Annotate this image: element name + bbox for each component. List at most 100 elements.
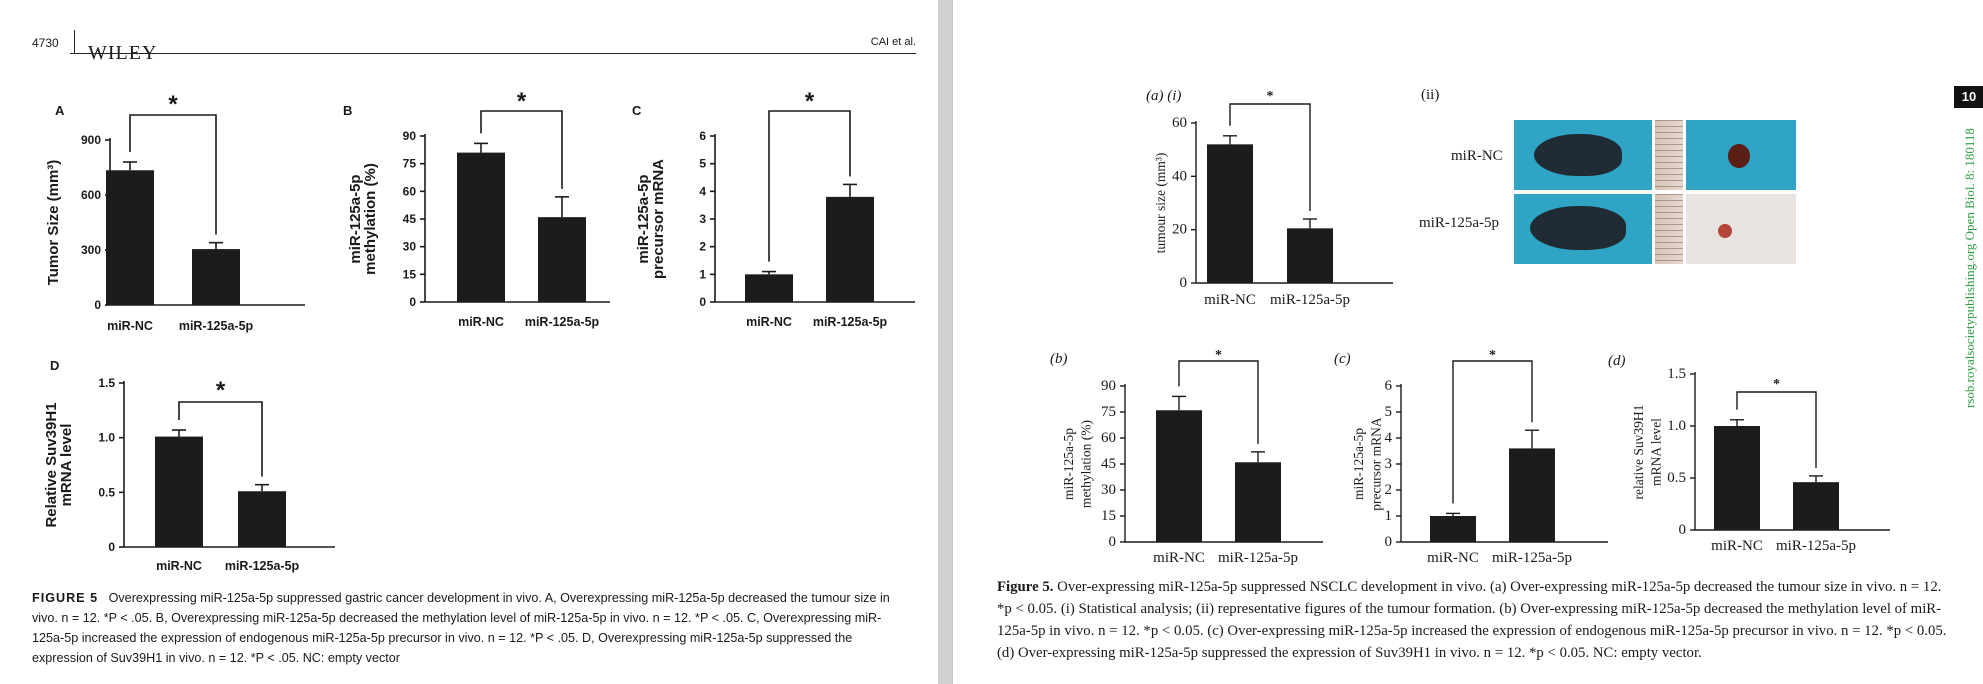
bar — [192, 249, 240, 305]
y-axis-label: tumour size (mm³) — [1153, 153, 1168, 254]
y-tick-label: 75 — [403, 157, 417, 171]
y-tick-label: 0.5 — [98, 485, 115, 499]
significance-bracket — [178, 401, 263, 477]
y-tick-label: 1.0 — [1667, 418, 1686, 434]
y-tick-label: 0.5 — [1667, 470, 1686, 486]
tumour-125a — [1718, 224, 1732, 238]
y-tick-label: 15 — [403, 267, 417, 281]
category-label: miR-125a-5p — [1218, 550, 1298, 566]
y-tick-label: 60 — [1172, 115, 1187, 131]
panel-label: (a) (i) — [1146, 88, 1181, 104]
left-caption-text: Overexpressing miR-125a-5p suppressed ga… — [32, 591, 890, 665]
left-figure-label: FIGURE 5 — [32, 591, 99, 605]
y-tick-label: 0 — [699, 295, 706, 309]
panel-label: D — [50, 358, 59, 373]
category-label: miR-125a-5p — [225, 559, 300, 573]
y-tick-label: 600 — [81, 188, 101, 202]
significance-star: * — [517, 88, 527, 115]
y-tick-label: 1 — [699, 267, 706, 281]
y-tick-label: 5 — [699, 157, 706, 171]
page-gutter — [938, 0, 952, 684]
y-tick-label: 5 — [1385, 404, 1393, 420]
y-tick-label: 90 — [403, 129, 417, 143]
y-axis-label: miR-125a-5p — [347, 174, 364, 263]
page-number: 4730 — [32, 36, 59, 50]
y-tick-label: 20 — [1172, 222, 1187, 238]
y-tick-label: 6 — [1385, 378, 1393, 394]
y-tick-label: 0 — [1679, 522, 1687, 538]
y-tick-label: 1 — [1385, 508, 1393, 524]
significance-star: * — [1489, 348, 1496, 363]
bar — [1430, 516, 1476, 542]
significance-bracket — [1178, 360, 1259, 444]
category-label: miR-125a-5p — [1270, 292, 1350, 308]
significance-star: * — [1215, 348, 1222, 363]
category-label: miR-NC — [1153, 550, 1205, 566]
y-tick-label: 1.5 — [98, 376, 115, 390]
y-tick-label: 0 — [409, 295, 416, 309]
photo-row-label-125a: miR-125a-5p — [1419, 215, 1499, 231]
left-page: 4730 WILEY CAI et al. A 0 300 600 900 Tumor S… — [0, 0, 938, 684]
significance-bracket — [1736, 391, 1817, 468]
header-rule-vertical — [74, 30, 75, 54]
y-tick-label: 1.0 — [98, 431, 115, 445]
ruler-photo-125a — [1655, 194, 1683, 264]
y-tick-label: 60 — [403, 184, 417, 198]
y-axis-label: methylation (%) — [1079, 420, 1094, 508]
right-caption-text: Over-expressing miR-125a-5p suppressed N… — [997, 579, 1947, 661]
y-tick-label: 3 — [699, 212, 706, 226]
bar — [826, 196, 874, 302]
y-tick-label: 1.5 — [1667, 366, 1686, 382]
significance-star: * — [168, 91, 178, 118]
y-tick-label: 15 — [1101, 508, 1116, 524]
significance-bracket — [1452, 360, 1533, 504]
panel-label: B — [343, 103, 352, 118]
y-axis-label: mRNA level — [1649, 418, 1664, 486]
bar — [1509, 448, 1555, 542]
right-page: (a) (i) 0 20 40 60 tumour size (mm³) miR-NC miR… — [952, 0, 1983, 684]
y-tick-label: 2 — [1385, 482, 1393, 498]
y-tick-label: 0 — [1180, 275, 1188, 291]
panel-label: C — [632, 103, 642, 118]
category-label: miR-NC — [156, 559, 202, 573]
panel-label: (d) — [1608, 353, 1626, 369]
right-figure-label: Figure 5. — [997, 579, 1054, 595]
category-label: miR-NC — [1204, 292, 1256, 308]
y-axis-label: relative Suv39H1 — [1631, 405, 1646, 500]
bar — [538, 217, 586, 302]
significance-bracket — [480, 110, 563, 189]
category-label: miR-125a-5p — [525, 315, 600, 329]
bar — [1287, 228, 1333, 283]
y-tick-label: 90 — [1101, 378, 1116, 394]
y-tick-label: 0 — [1385, 534, 1393, 550]
y-tick-label: 900 — [81, 133, 101, 147]
tumour-photo-grid — [1514, 120, 1796, 264]
bar — [1207, 144, 1253, 283]
category-label: miR-NC — [107, 319, 153, 333]
bar — [1156, 410, 1202, 542]
ruler-125a — [1655, 194, 1683, 264]
mouse-body-nc — [1534, 134, 1622, 176]
y-tick-label: 0 — [94, 298, 101, 312]
category-label: miR-NC — [1711, 538, 1763, 554]
mouse-body-125a — [1530, 206, 1626, 250]
photo-panel-label: (ii) — [1421, 87, 1440, 103]
panel-label: (b) — [1050, 351, 1068, 367]
tumour-nc — [1728, 144, 1750, 168]
category-label: miR-NC — [746, 315, 792, 329]
left-figure-caption: FIGURE 5 Overexpressing miR-125a-5p supp… — [32, 588, 912, 668]
category-label: miR-125a-5p — [813, 315, 888, 329]
y-tick-label: 30 — [1101, 482, 1116, 498]
y-tick-label: 40 — [1172, 168, 1187, 184]
y-axis-label: mRNA level — [58, 424, 75, 507]
panel-label: A — [55, 103, 65, 118]
significance-bracket — [768, 110, 851, 262]
bar — [745, 274, 793, 302]
y-tick-label: 3 — [1385, 456, 1393, 472]
y-axis-label: miR-125a-5p — [1061, 428, 1076, 500]
